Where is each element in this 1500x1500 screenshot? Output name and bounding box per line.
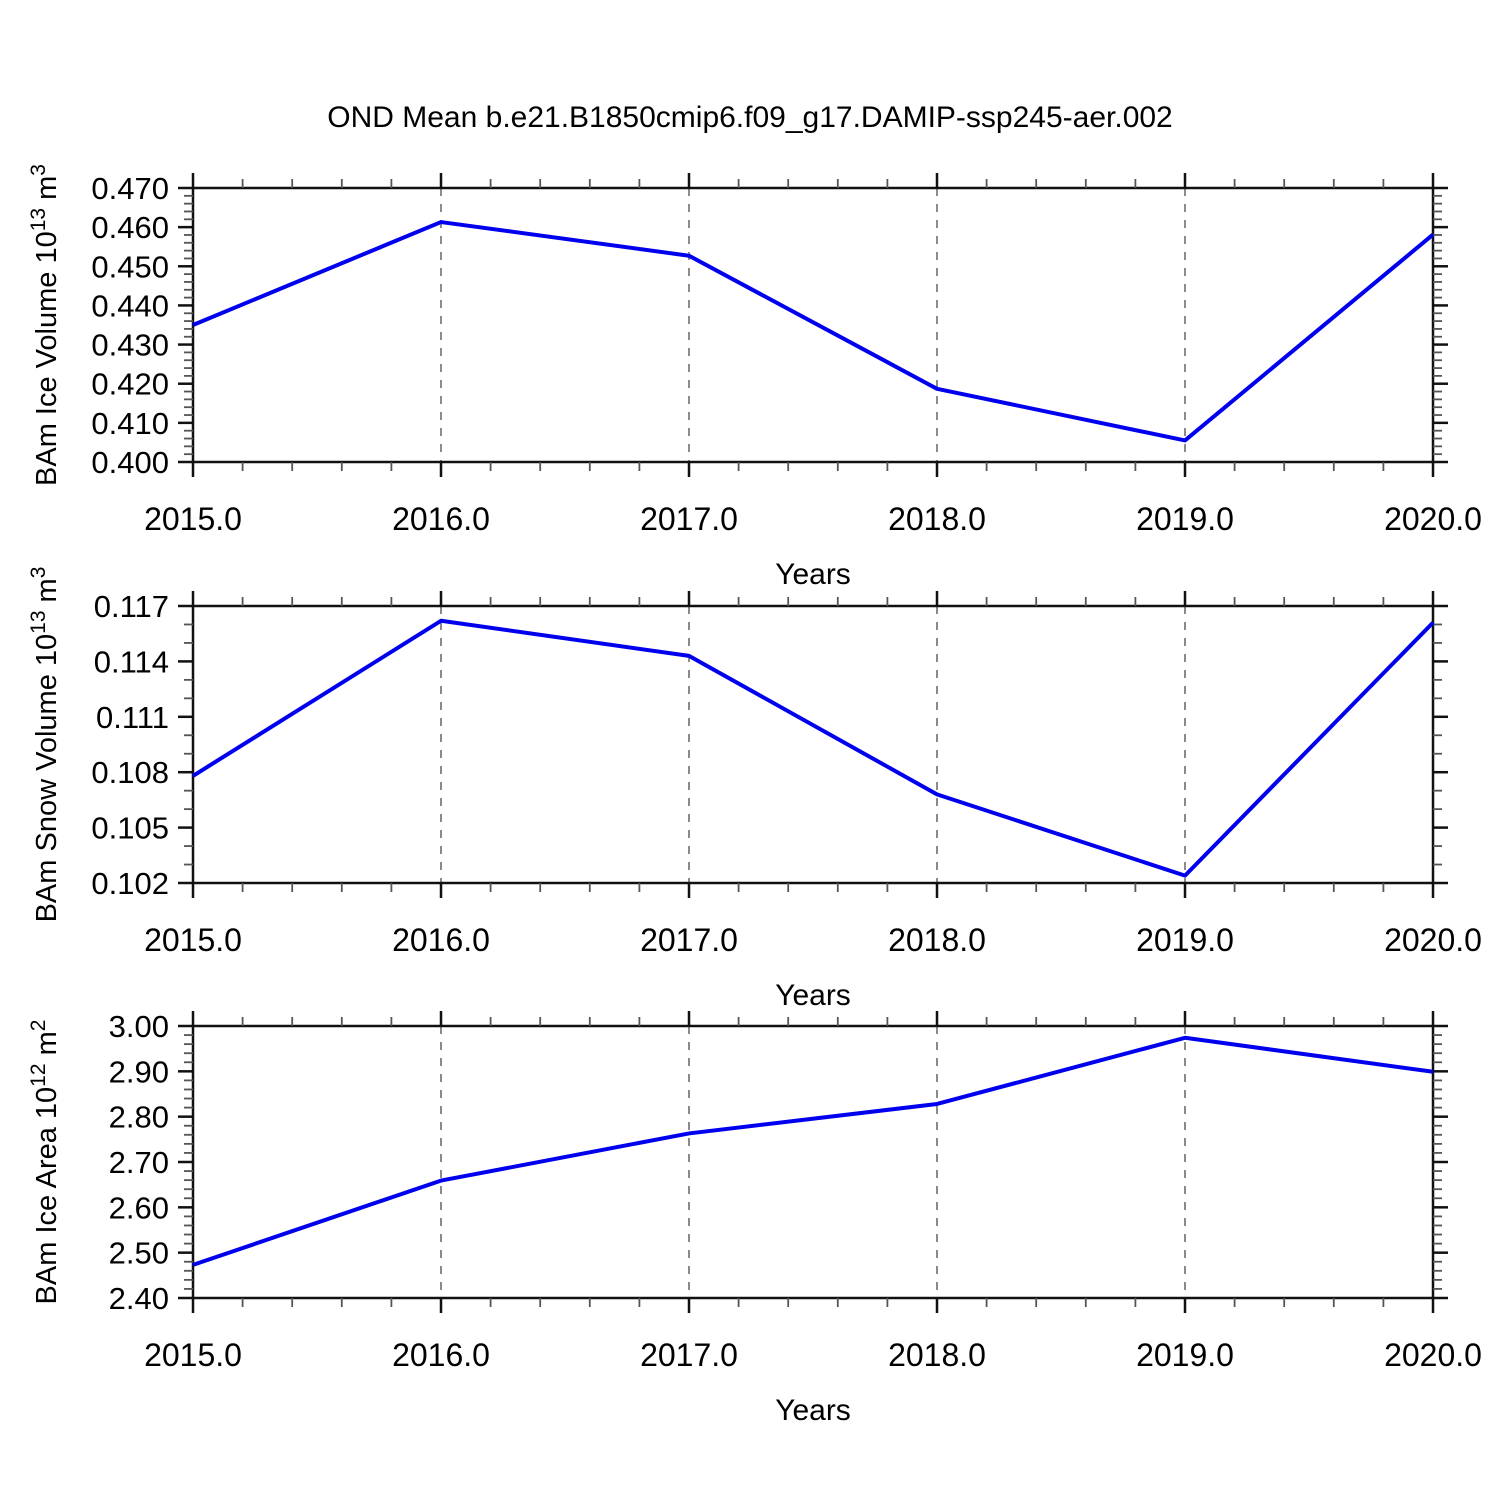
x-axis-title: Years [775, 979, 851, 1012]
y-tick-label: 0.410 [91, 406, 169, 441]
y-tick-label: 0.420 [91, 367, 169, 402]
x-axis-title: Years [775, 1394, 851, 1427]
plot-frame [191, 604, 1435, 885]
x-tick-label: 2015.0 [144, 1337, 242, 1373]
series-line-snow-volume [191, 618, 1435, 878]
x-tick-label: 2015.0 [144, 922, 242, 958]
y-axis-title: BAm Snow Volume 1013 m3 [27, 567, 63, 923]
x-tick-label: 2020.0 [1384, 501, 1482, 537]
y-tick-label: 3.00 [109, 1009, 169, 1044]
x-tick-label: 2016.0 [392, 922, 490, 958]
y-tick-label: 0.117 [94, 589, 169, 624]
plot-frame [191, 1024, 1435, 1300]
x-tick-label: 2019.0 [1136, 922, 1234, 958]
panel-ice-area: 2.40 2.50 2.60 2.70 2.80 2.90 3.00 2015.0 2016.0… [27, 1009, 1482, 1427]
y-tick-label: 0.430 [91, 328, 169, 363]
y-tick-label: 2.40 [109, 1281, 169, 1316]
y-tick-label: 0.450 [91, 249, 169, 284]
x-tick-label: 2018.0 [888, 501, 986, 537]
y-tick-label: 0.111 [96, 700, 169, 735]
y-tick-label: 2.90 [109, 1054, 169, 1089]
y-tick-label: 0.440 [91, 288, 169, 323]
x-tick-label: 2017.0 [640, 501, 738, 537]
plot-frame [191, 186, 1435, 464]
series-line-ice-area [192, 1035, 1434, 1267]
series-line-ice-volume [192, 220, 1435, 443]
x-tick-label: 2020.0 [1384, 922, 1482, 958]
panel-ice-volume: 0.400 0.410 0.420 0.430 0.440 0.450 0.460 0.470… [27, 164, 1482, 591]
y-tick-label: 0.108 [91, 755, 169, 790]
y-tick-label: 0.114 [94, 644, 169, 679]
panel-snow-volume: 0.102 0.105 0.108 0.111 0.114 0.117 2015.0 2016… [27, 567, 1482, 1012]
y-axis-title: BAm Ice Volume 1013 m3 [27, 164, 63, 486]
y-tick-label: 0.105 [91, 811, 169, 846]
x-axis-title: Years [775, 558, 851, 591]
x-tick-label: 2016.0 [392, 501, 490, 537]
y-tick-label: 0.102 [91, 866, 169, 901]
x-tick-label: 2017.0 [640, 1337, 738, 1373]
x-tick-label: 2017.0 [640, 922, 738, 958]
y-axis-title: BAm Ice Area 1012 m2 [27, 1020, 63, 1305]
x-tick-label: 2018.0 [888, 1337, 986, 1373]
y-tick-label: 0.400 [91, 445, 169, 480]
y-tick-label: 0.470 [91, 171, 169, 206]
x-tick-label: 2016.0 [392, 1337, 490, 1373]
x-tick-label: 2020.0 [1384, 1337, 1482, 1373]
y-tick-label: 2.50 [109, 1236, 169, 1271]
y-tick-label: 2.80 [109, 1100, 169, 1135]
y-tick-label: 0.460 [91, 210, 169, 245]
x-tick-label: 2018.0 [888, 922, 986, 958]
y-tick-label: 2.70 [109, 1145, 169, 1180]
x-tick-label: 2019.0 [1136, 501, 1234, 537]
y-tick-label: 2.60 [109, 1190, 169, 1225]
x-tick-label: 2019.0 [1136, 1337, 1234, 1373]
chart-title: OND Mean b.e21.B1850cmip6.f09_g17.DAMIP-… [327, 101, 1173, 134]
x-tick-label: 2015.0 [144, 501, 242, 537]
